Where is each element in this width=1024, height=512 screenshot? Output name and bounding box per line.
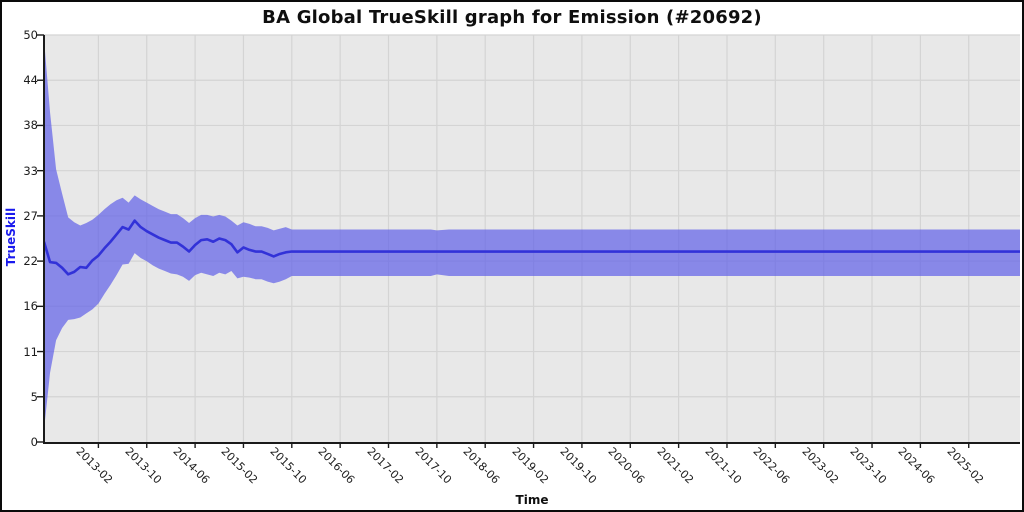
x-tick-label: 2021-10 — [702, 444, 745, 487]
y-tick-label: 0 — [30, 435, 38, 449]
x-tick-label: 2023-10 — [847, 444, 890, 487]
x-tick-label: 2020-06 — [605, 444, 648, 487]
x-tick-label: 2025-02 — [944, 444, 986, 487]
y-axis-spine — [43, 35, 45, 444]
plot-area — [37, 34, 1020, 448]
x-tick-label: 2021-02 — [654, 444, 696, 487]
y-tick-label: 50 — [23, 28, 38, 42]
x-tick-label: 2022-06 — [750, 444, 793, 487]
x-tick-label: 2013-02 — [73, 444, 116, 487]
x-axis-spine — [43, 442, 1020, 444]
x-tick-label: 2016-06 — [315, 444, 358, 487]
x-tick-label: 2017-10 — [412, 444, 455, 487]
x-tick-label: 2024-06 — [895, 444, 938, 487]
y-axis-title: TrueSkill — [4, 207, 18, 267]
uncertainty-band — [44, 39, 1020, 430]
trueskill-line — [44, 219, 1020, 276]
y-tick-label: 44 — [23, 73, 38, 88]
x-tick-label: 2019-02 — [509, 444, 551, 487]
x-tick-label: 2015-02 — [218, 444, 261, 487]
x-tick-label: 2019-10 — [557, 444, 600, 487]
chart-title: BA Global TrueSkill graph for Emission (… — [262, 7, 762, 28]
y-tick-label: 11 — [23, 344, 38, 359]
x-tick-label: 2018-06 — [460, 444, 503, 487]
y-tick-label: 16 — [23, 299, 38, 314]
x-tick-label: 2014-06 — [170, 444, 213, 487]
y-tick-label: 5 — [30, 389, 38, 404]
x-axis-title: Time — [515, 493, 549, 507]
y-tick-label: 38 — [23, 118, 38, 133]
x-tick-label: 2013-10 — [122, 444, 164, 487]
x-tick-label: 2023-02 — [799, 444, 841, 487]
x-tick-label: 2015-10 — [267, 444, 309, 487]
trueskill-plot-svg — [37, 34, 1020, 448]
y-tick-label: 33 — [23, 163, 38, 178]
x-tick-label: 2017-02 — [364, 444, 406, 487]
